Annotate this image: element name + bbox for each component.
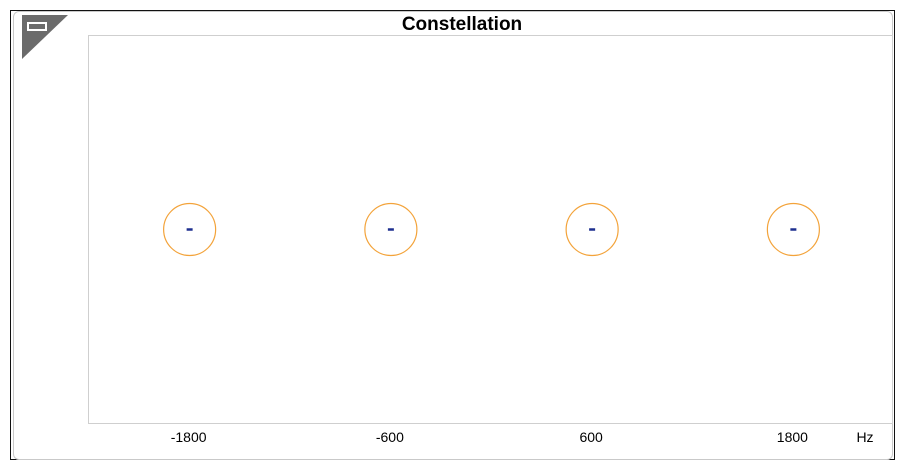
x-tick-label: -600: [375, 429, 404, 445]
target-circle: [163, 202, 217, 257]
window-toggle-icon: [22, 15, 68, 59]
chart-title: Constellation: [401, 14, 523, 35]
target-circle: [565, 202, 619, 257]
window-toggle-button[interactable]: [22, 15, 68, 59]
target-circle: [364, 202, 418, 257]
x-tick-label: 600: [579, 429, 603, 445]
x-tick-label: 1800: [776, 429, 808, 445]
x-tick-label: -1800: [170, 429, 207, 445]
chart-svg: [163, 202, 820, 257]
target-circle: [766, 202, 820, 257]
plot-area: [88, 35, 893, 424]
x-axis-unit-label: Hz: [856, 429, 874, 445]
